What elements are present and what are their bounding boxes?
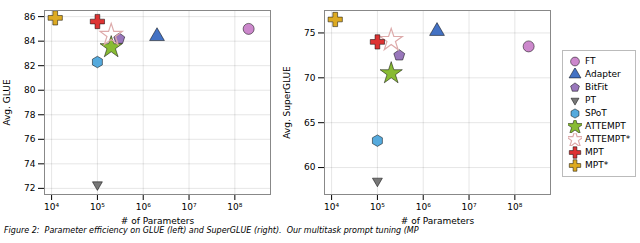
- svg-text:10⁸: 10⁸: [227, 202, 242, 212]
- svg-text:75: 75: [304, 28, 315, 38]
- svg-text:78: 78: [24, 110, 36, 120]
- svg-text:60: 60: [304, 162, 316, 172]
- svg-text:74: 74: [24, 159, 36, 169]
- svg-text:70: 70: [304, 73, 316, 83]
- html-text:Figure 2: Parameter efficiency: Figure 2: Parameter efficiency on GLUE (…: [4, 226, 419, 235]
- svg-text:# of Parameters: # of Parameters: [401, 216, 475, 226]
- svg-text:10⁶: 10⁶: [416, 202, 431, 212]
- svg-text:65: 65: [304, 118, 315, 128]
- svg-text:72: 72: [24, 183, 35, 193]
- svg-text:10⁷: 10⁷: [182, 202, 197, 212]
- svg-text:10⁴: 10⁴: [324, 202, 339, 212]
- svg-text:84: 84: [24, 36, 36, 46]
- svg-text:10⁸: 10⁸: [507, 202, 522, 212]
- html-text:FT: FT: [585, 55, 596, 66]
- svg-text:10⁶: 10⁶: [136, 202, 151, 212]
- svg-text:10⁵: 10⁵: [370, 202, 385, 212]
- html-text:PT: PT: [585, 94, 596, 105]
- svg-text:Avg. SuperGLUE: Avg. SuperGLUE: [282, 66, 292, 139]
- html-text:ATTEMPT*: ATTEMPT*: [585, 133, 631, 144]
- svg-text:82: 82: [24, 61, 35, 71]
- html-text:Adapter: Adapter: [585, 68, 621, 79]
- svg-text:10⁵: 10⁵: [90, 202, 105, 212]
- html-text:ATTEMPT: ATTEMPT: [585, 120, 626, 131]
- svg-text:80: 80: [24, 85, 36, 95]
- html-text:SPoT: SPoT: [585, 107, 607, 118]
- html-text:MPT: MPT: [585, 146, 604, 157]
- svg-text:Avg. GLUE: Avg. GLUE: [2, 79, 12, 126]
- svg-text:86: 86: [24, 12, 36, 22]
- svg-text:# of Parameters: # of Parameters: [121, 216, 195, 226]
- html-text:BitFit: BitFit: [585, 81, 608, 92]
- html-text:MPT*: MPT*: [585, 159, 609, 170]
- svg-text:10⁴: 10⁴: [44, 202, 59, 212]
- svg-text:76: 76: [24, 134, 36, 144]
- svg-text:10⁷: 10⁷: [462, 202, 477, 212]
